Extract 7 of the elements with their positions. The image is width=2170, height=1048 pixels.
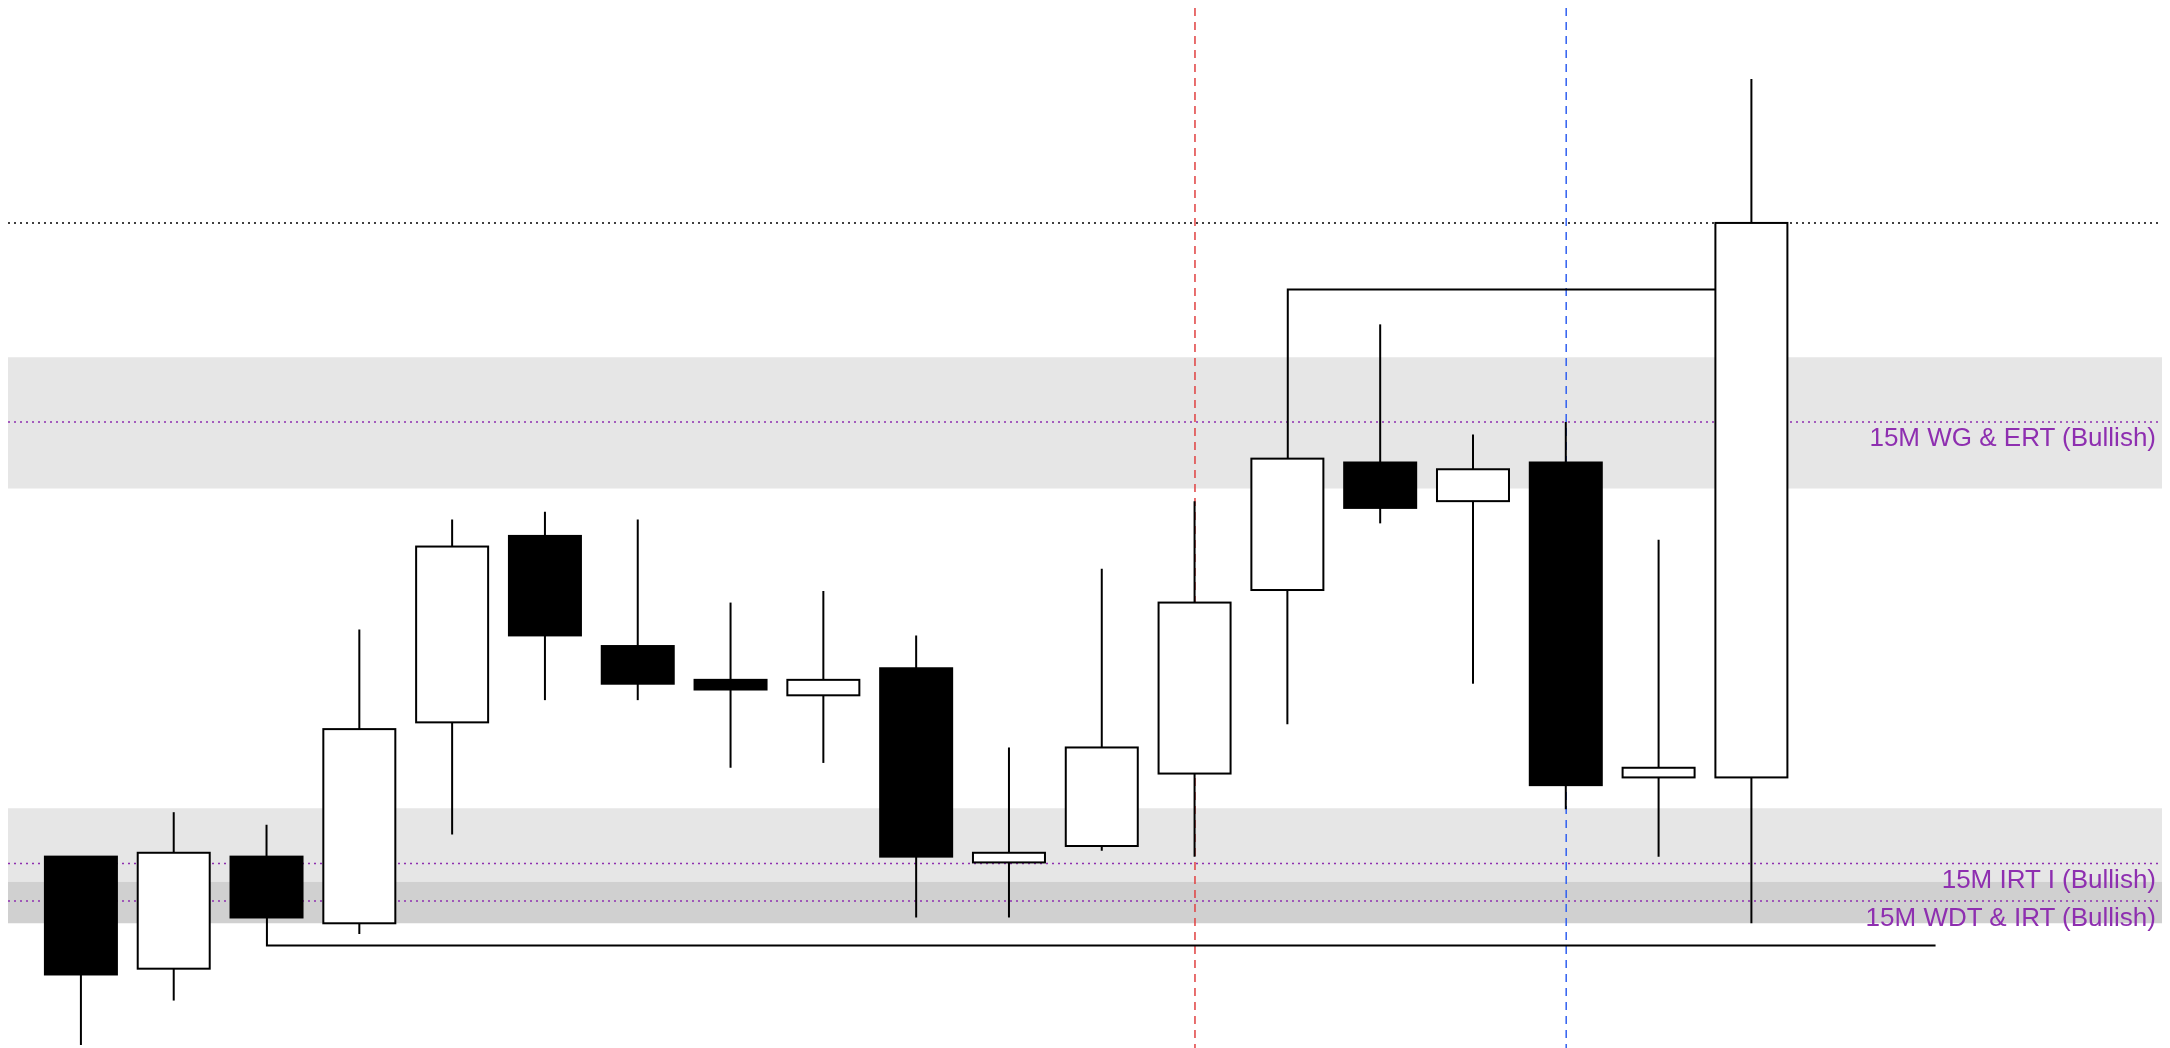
candlestick [971,746,1046,919]
ref-line-label: 15M IRT I (Bullish) [1941,863,2156,894]
candlestick [693,601,768,769]
candlestick [786,589,861,764]
ref-line-label: 15M WG & ERT (Bullish) [1869,422,2156,453]
ref-line-label: 15M WDT & IRT (Bullish) [1865,901,2156,932]
candlestick [1621,538,1696,858]
